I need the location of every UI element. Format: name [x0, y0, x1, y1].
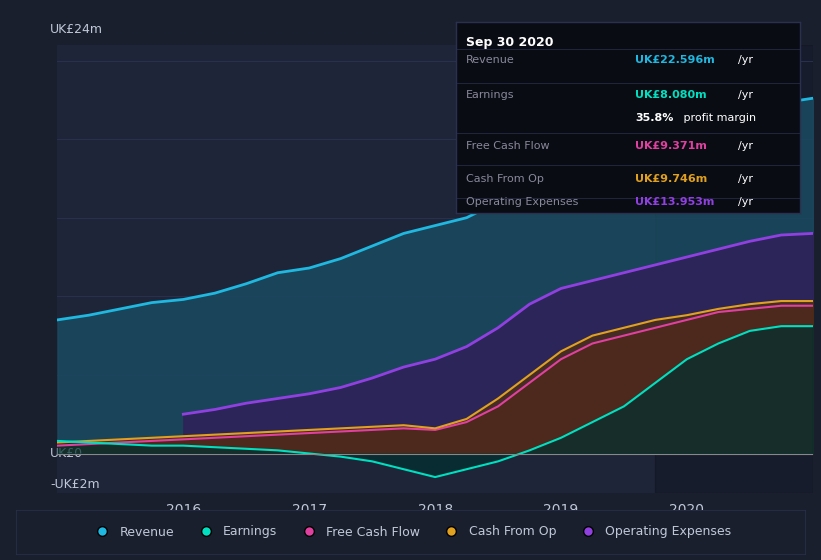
Text: UK£8.080m: UK£8.080m: [635, 90, 707, 100]
Text: Operating Expenses: Operating Expenses: [466, 197, 578, 207]
Text: /yr: /yr: [738, 197, 754, 207]
Text: -UK£2m: -UK£2m: [50, 478, 99, 492]
Text: Sep 30 2020: Sep 30 2020: [466, 36, 553, 49]
Text: Free Cash Flow: Free Cash Flow: [466, 141, 549, 151]
Text: Revenue: Revenue: [466, 55, 515, 66]
Text: UK£24m: UK£24m: [50, 23, 103, 36]
Text: /yr: /yr: [738, 141, 754, 151]
Text: /yr: /yr: [738, 55, 754, 66]
Text: UK£22.596m: UK£22.596m: [635, 55, 715, 66]
Text: UK£0: UK£0: [50, 447, 83, 460]
Text: UK£13.953m: UK£13.953m: [635, 197, 714, 207]
Text: profit margin: profit margin: [680, 113, 756, 123]
Text: UK£9.371m: UK£9.371m: [635, 141, 707, 151]
Text: /yr: /yr: [738, 90, 754, 100]
Text: UK£9.746m: UK£9.746m: [635, 174, 707, 184]
Legend: Revenue, Earnings, Free Cash Flow, Cash From Op, Operating Expenses: Revenue, Earnings, Free Cash Flow, Cash …: [85, 520, 736, 544]
Text: Earnings: Earnings: [466, 90, 515, 100]
Text: 35.8%: 35.8%: [635, 113, 673, 123]
Text: Cash From Op: Cash From Op: [466, 174, 544, 184]
Text: /yr: /yr: [738, 174, 754, 184]
Bar: [655, 45, 813, 493]
